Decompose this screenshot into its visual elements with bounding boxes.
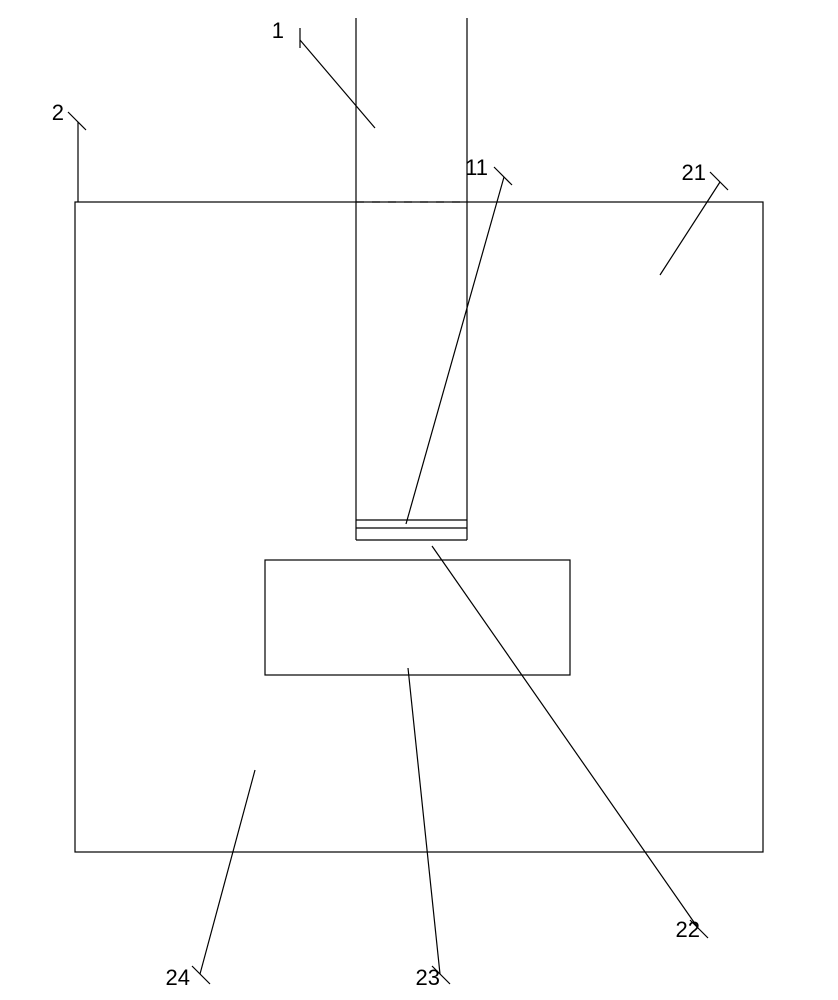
label-23: 23 [416, 965, 440, 990]
leader-24 [200, 770, 255, 974]
outer-box [75, 202, 763, 852]
label-11: 11 [465, 155, 488, 180]
leader-1 [300, 40, 375, 128]
label-21: 21 [682, 160, 706, 185]
base-block [265, 560, 570, 675]
label-1: 1 [272, 18, 284, 43]
leader-23 [408, 668, 440, 974]
leader-22 [432, 546, 698, 928]
leader-21 [660, 182, 720, 275]
tick-2 [68, 112, 86, 130]
tick-21 [710, 172, 728, 190]
label-22: 22 [676, 917, 700, 942]
label-2: 2 [52, 100, 64, 125]
leader-11 [406, 177, 504, 524]
label-24: 24 [166, 965, 190, 990]
